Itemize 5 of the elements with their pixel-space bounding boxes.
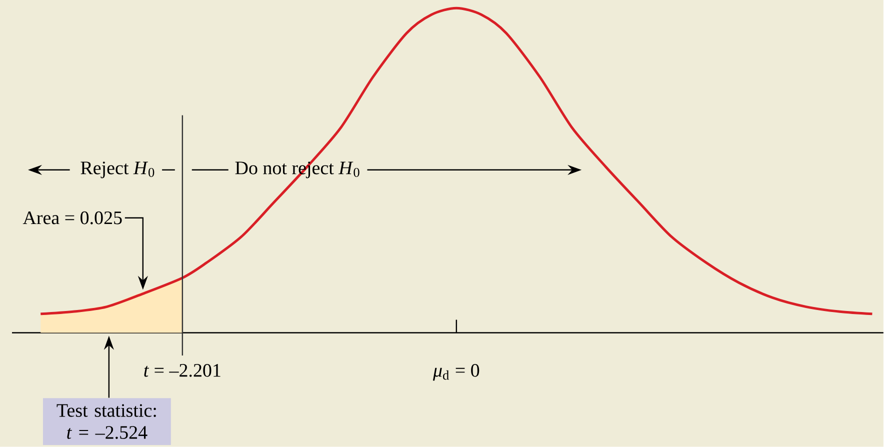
annotation: Reject H$_{0}$ <box>80 162 154 178</box>
x-tick-label: μ$_{d}$ = 0 <box>432 364 480 381</box>
annotation: Area = 0.025 <box>22 212 122 224</box>
text: Test statistic: t = –2.524 <box>56 404 156 440</box>
x-tick-label: t = –2.201 <box>144 364 220 378</box>
